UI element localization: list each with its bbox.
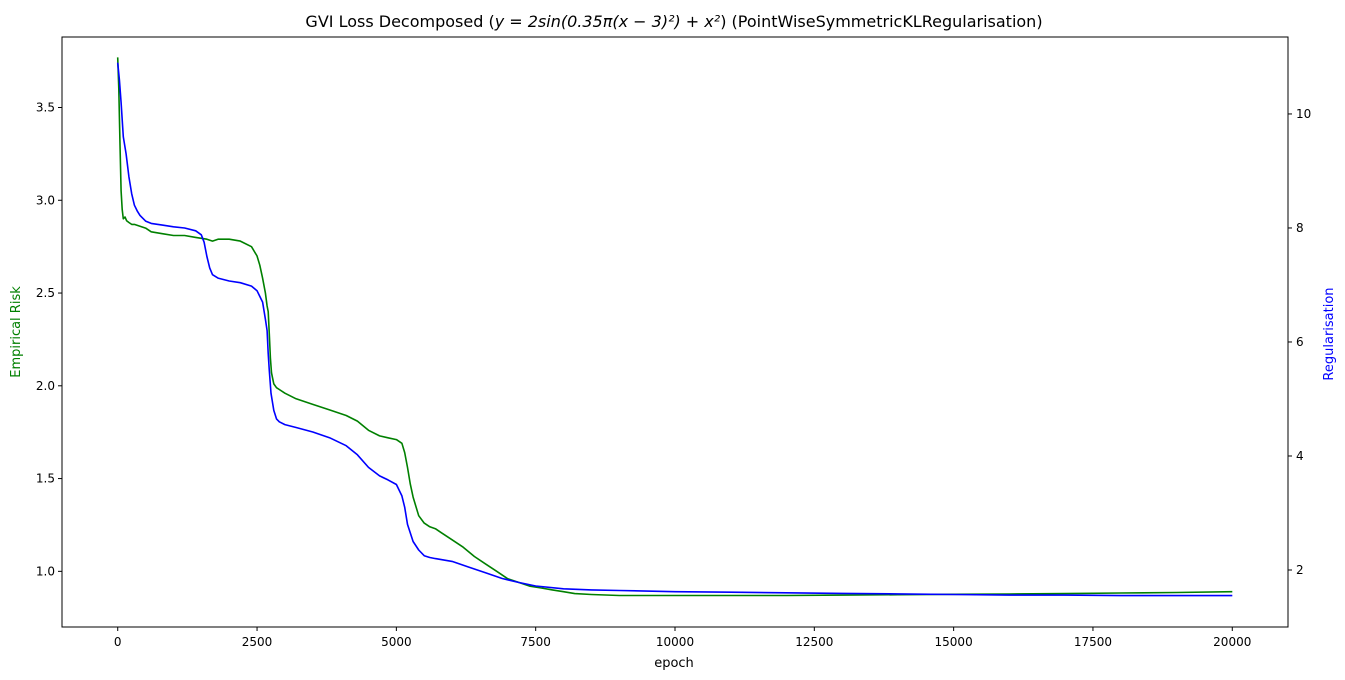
right-y-axis-label: Regularisation — [1322, 287, 1337, 380]
axes-layer: 0 2500 5000 7500 10000 12500 15000 17500 20000 1.… — [36, 36, 1311, 649]
left-y-tick-label: 1.5 — [36, 472, 55, 486]
x-tick-label: 2500 — [242, 635, 273, 649]
series-layer — [116, 57, 1233, 597]
x-tick-label: 5000 — [381, 635, 412, 649]
left-y-tick-label: 3.5 — [36, 101, 55, 115]
chart-title-formula: y = 2sin(0.35π(x − 3)²) + x² — [494, 12, 721, 31]
x-tick-label: 20000 — [1213, 635, 1251, 649]
regularisation-line — [116, 62, 1233, 597]
x-tick-label: 7500 — [520, 635, 551, 649]
x-tick-label: 0 — [114, 635, 122, 649]
left-y-tick-label: 1.0 — [36, 564, 55, 578]
right-y-tick-label: 6 — [1296, 335, 1304, 349]
x-tick-label: 17500 — [1074, 635, 1112, 649]
right-y-tick-label: 2 — [1296, 563, 1304, 577]
chart-title-suffix: ) (PointWiseSymmetricKLRegularisation) — [720, 12, 1042, 31]
left-y-tick-label: 3.0 — [36, 193, 55, 207]
right-y-tick-label: 10 — [1296, 107, 1311, 121]
x-tick-label: 15000 — [935, 635, 973, 649]
right-y-tick-label: 8 — [1296, 221, 1304, 235]
chart-title: GVI Loss Decomposed (y = 2sin(0.35π(x − … — [305, 12, 1042, 31]
x-axis-label: epoch — [654, 656, 694, 671]
chart-title-prefix: GVI Loss Decomposed ( — [305, 12, 494, 31]
left-y-tick-label: 2.0 — [36, 379, 55, 393]
empirical-risk-line — [116, 57, 1233, 597]
x-tick-label: 12500 — [795, 635, 833, 649]
x-tick-label: 10000 — [656, 635, 694, 649]
right-y-tick-label: 4 — [1296, 449, 1304, 463]
left-y-tick-label: 2.5 — [36, 286, 55, 300]
left-y-axis-label: Empirical Risk — [9, 286, 24, 378]
